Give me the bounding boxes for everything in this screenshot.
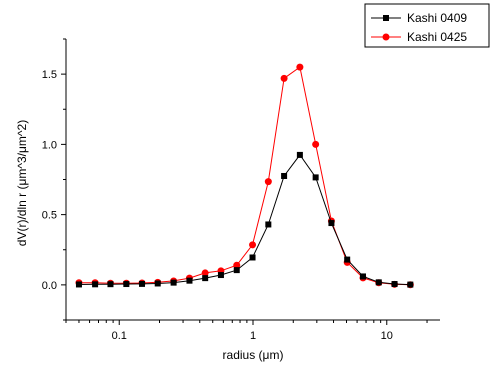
- data-point: [217, 272, 224, 279]
- legend: Kashi 0409 Kashi 0425: [364, 3, 490, 48]
- legend-label: Kashi 0409: [407, 11, 467, 25]
- data-point: [296, 63, 304, 71]
- data-point: [201, 269, 209, 277]
- data-point: [265, 221, 272, 228]
- x-tick-label: 1: [250, 330, 256, 342]
- data-point: [344, 256, 351, 263]
- data-point: [280, 74, 288, 82]
- data-point: [186, 277, 193, 284]
- data-point: [170, 279, 177, 286]
- series-line: [79, 66, 411, 286]
- data-point: [328, 220, 335, 227]
- data-point: [375, 279, 382, 286]
- data-point: [75, 281, 82, 288]
- legend-label: Kashi 0425: [407, 30, 467, 44]
- data-point: [233, 267, 240, 274]
- data-point: [92, 281, 99, 288]
- y-tick-label: 1.5: [42, 69, 57, 81]
- data-point: [123, 281, 130, 288]
- data-point: [154, 280, 161, 287]
- legend-swatch-marker: [383, 15, 389, 21]
- data-point: [139, 280, 146, 287]
- series-2: [75, 63, 414, 289]
- data-point: [312, 140, 320, 148]
- y-tick-label: 1.0: [42, 139, 57, 151]
- y-tick-label: 0.0: [42, 280, 57, 292]
- series-line: [78, 154, 411, 286]
- data-point: [296, 151, 303, 158]
- data-point: [312, 174, 319, 181]
- data-point: [249, 241, 257, 249]
- data-point: [233, 261, 241, 269]
- legend-swatch-marker: [382, 33, 390, 41]
- x-tick-label: 10: [381, 330, 393, 342]
- series-1: [75, 151, 414, 288]
- data-point: [391, 281, 398, 288]
- series-layer: [75, 63, 414, 289]
- data-point: [281, 172, 288, 179]
- data-point: [359, 273, 366, 280]
- plot-axes: 0.0 0.5 1.0 1.5 0.1 1 10: [42, 38, 440, 342]
- data-point: [264, 178, 272, 186]
- y-axis-label: dV(r)/dln r (μm^3/μm^2): [15, 120, 29, 246]
- x-axis-label: radius (μm): [223, 348, 284, 362]
- y-tick-label: 0.5: [42, 210, 57, 222]
- data-point: [407, 281, 414, 288]
- x-tick-label: 0.1: [112, 330, 127, 342]
- data-point: [249, 254, 256, 261]
- data-point: [202, 275, 209, 282]
- data-point: [107, 281, 114, 288]
